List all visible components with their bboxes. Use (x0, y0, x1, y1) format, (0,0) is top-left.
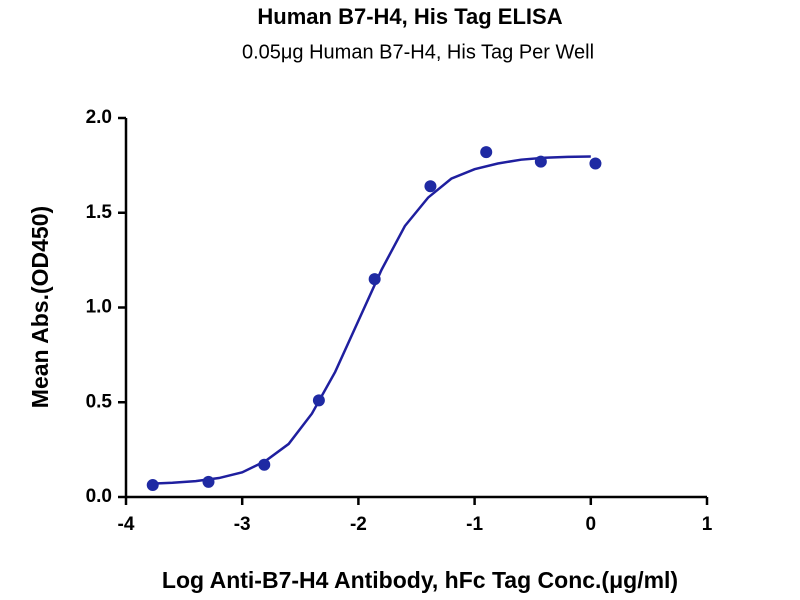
data-point (589, 157, 602, 170)
x-tick-label: -1 (466, 514, 483, 535)
data-point (312, 394, 325, 407)
x-tick-label: 0 (586, 514, 597, 535)
data-point (146, 479, 159, 492)
fit-curve (149, 155, 591, 485)
y-tick-label: 1.5 (86, 202, 113, 223)
chart-subtitle: 0.05μg Human B7-H4, His Tag Per Well (242, 41, 594, 63)
chart-title: Human B7-H4, His Tag ELISA (257, 4, 562, 29)
x-tick-label: -2 (350, 514, 367, 535)
y-axis-label: Mean Abs.(OD450) (27, 206, 53, 408)
x-tick-label: -4 (118, 514, 135, 535)
x-tick-label: -3 (234, 514, 251, 535)
y-tick-label: 0.5 (86, 391, 113, 412)
y-tick-label: 1.0 (86, 297, 112, 318)
x-axis-label: Log Anti-B7-H4 Antibody, hFc Tag Conc.(μ… (162, 567, 678, 593)
data-point (480, 146, 493, 159)
y-tick-label: 2.0 (86, 107, 112, 128)
x-tick-label: 1 (702, 514, 713, 535)
data-point (534, 155, 547, 168)
y-tick-label: 0.0 (86, 486, 112, 507)
data-point (258, 458, 271, 471)
data-point (424, 180, 437, 193)
data-point (368, 273, 381, 286)
data-point (202, 475, 215, 488)
